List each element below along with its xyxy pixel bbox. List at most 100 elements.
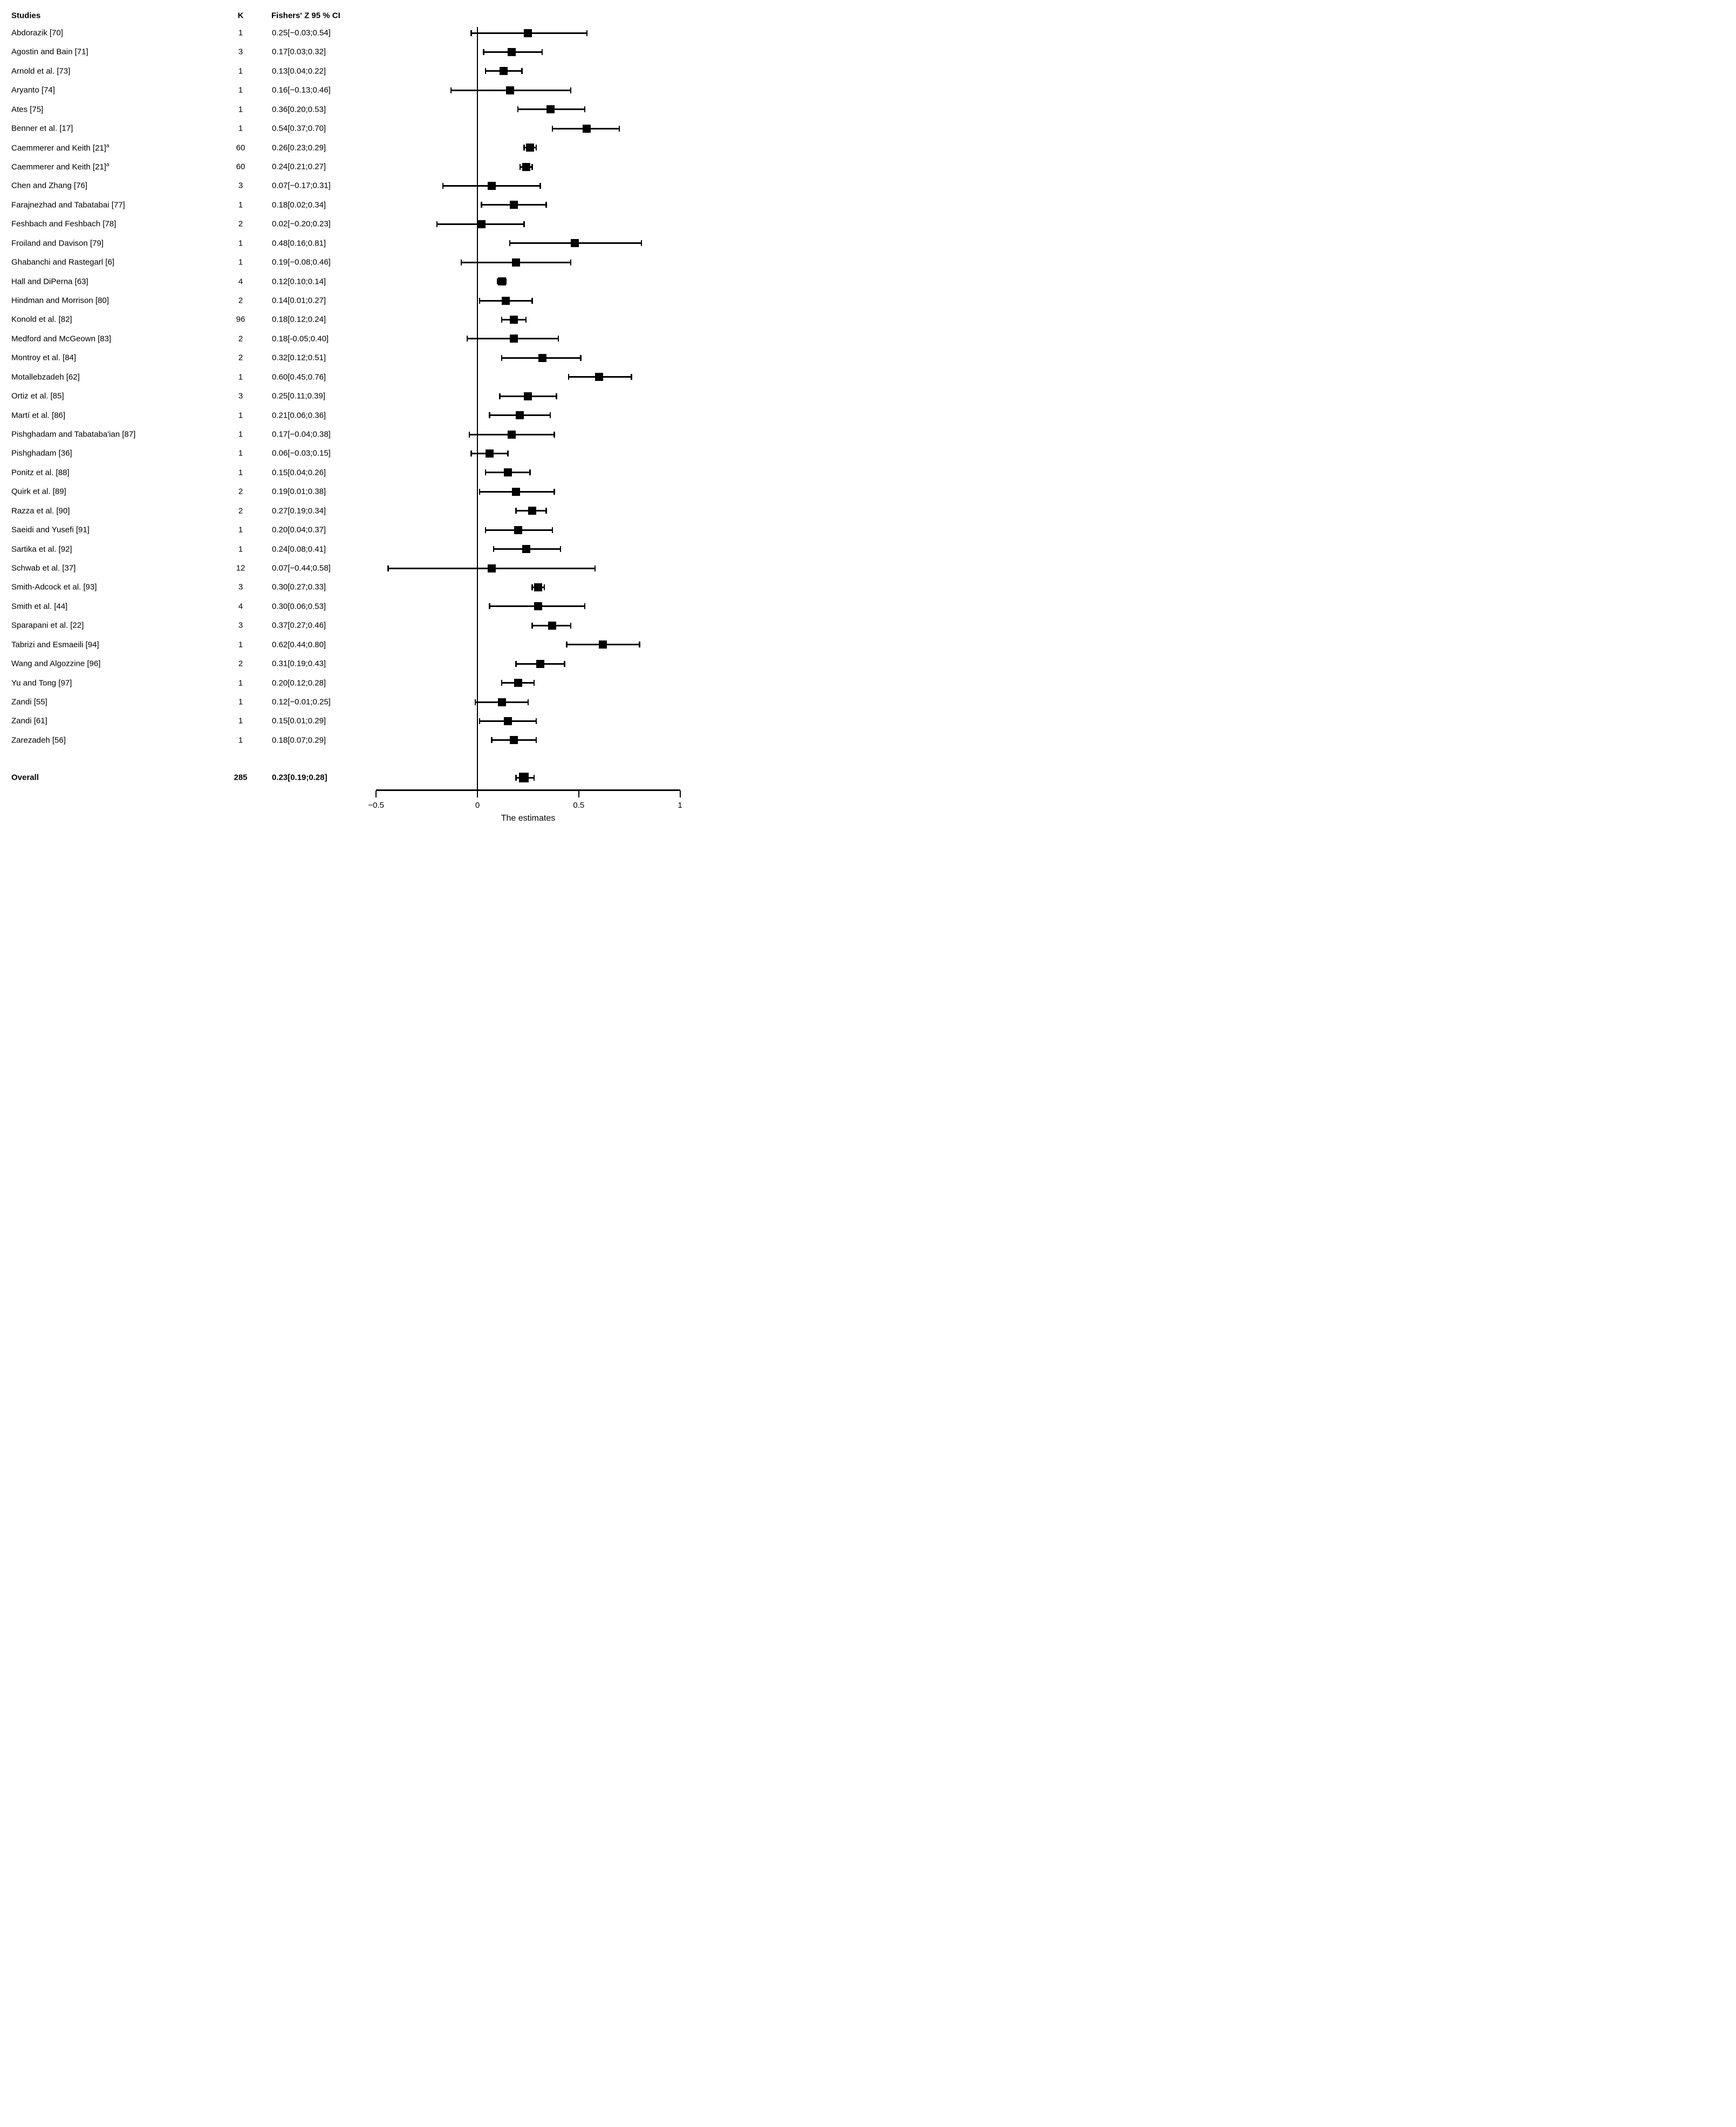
effect-marker: [538, 353, 546, 362]
ci-cap-right: [594, 565, 596, 571]
ci-cap-right: [559, 546, 562, 553]
study-ci-text: 0.18[-0.05;0.40]: [272, 334, 329, 344]
ci-cap-left: [515, 508, 517, 514]
ci-cap-right: [539, 182, 541, 189]
effect-marker: [524, 392, 532, 400]
ci-cap-right: [549, 412, 551, 419]
effect-marker: [511, 487, 520, 496]
ci-cap-right: [535, 737, 537, 744]
effect-marker: [548, 621, 557, 630]
study-k: 1: [238, 525, 243, 535]
study-label: Martí et al. [86]: [11, 411, 66, 420]
x-tick-label: 0.5: [573, 801, 585, 810]
effect-marker: [487, 564, 496, 572]
ci-cap-right: [533, 774, 535, 781]
ci-cap-left: [481, 202, 482, 208]
effect-marker: [524, 29, 532, 37]
effect-marker: [505, 86, 514, 94]
ci-cap-left: [517, 106, 519, 113]
effect-marker: [522, 162, 530, 171]
study-ci-text: 0.17[−0.04;0.38]: [272, 430, 331, 439]
ci-cap-left: [491, 737, 493, 744]
study-ci-text: 0.07[−0.17;0.31]: [272, 181, 331, 190]
study-label: Chen and Zhang [76]: [11, 181, 87, 190]
x-tick-label: −0.5: [368, 801, 384, 810]
ci-cap-left: [484, 68, 487, 74]
study-label: Caemmerer and Keith [21]a: [11, 142, 110, 153]
overall-label: Overall: [11, 773, 39, 782]
effect-marker: [502, 296, 510, 305]
study-label: Tabrizi and Esmaeili [94]: [11, 640, 99, 650]
ci-cap-left: [493, 546, 495, 553]
study-label: Abdorazik [70]: [11, 28, 63, 38]
ci-cap-left: [501, 354, 503, 361]
ci-cap-right: [557, 336, 559, 342]
ci-cap-right: [533, 680, 535, 686]
study-k: 3: [238, 47, 243, 57]
zero-reference-line: [477, 27, 478, 789]
effect-marker: [500, 67, 508, 76]
study-label: Konold et al. [82]: [11, 315, 72, 324]
study-ci-text: 0.20[0.04;0.37]: [272, 525, 326, 535]
study-k: 1: [238, 448, 243, 458]
study-ci-text: 0.12[0.10;0.14]: [272, 277, 326, 287]
study-label: Sparapani et al. [22]: [11, 621, 84, 630]
x-axis-line: [376, 789, 680, 791]
ci-cap-right: [545, 202, 547, 208]
study-ci-text: 0.19[0.01;0.38]: [272, 487, 326, 496]
study-label: Quirk et al. [89]: [11, 487, 66, 496]
effect-marker: [503, 468, 512, 477]
study-ci-text: 0.48[0.16;0.81]: [272, 238, 326, 248]
study-ci-text: 0.18[0.07;0.29]: [272, 735, 326, 745]
ci-cap-right: [570, 259, 572, 265]
x-axis-title: The estimates: [501, 814, 556, 823]
ci-cap-right: [570, 622, 572, 629]
effect-marker: [522, 545, 530, 554]
study-label: Feshbach and Feshbach [78]: [11, 219, 117, 229]
ci-cap-right: [529, 469, 531, 476]
study-ci-text: 0.15[0.04;0.26]: [272, 468, 326, 478]
ci-cap-left: [466, 336, 468, 342]
ci-cap-right: [580, 354, 582, 361]
study-k: 1: [238, 66, 243, 76]
study-ci-text: 0.25[0.11;0.39]: [272, 391, 325, 401]
study-k: 1: [238, 85, 243, 95]
study-label: Sartika et al. [92]: [11, 544, 72, 554]
study-k: 3: [238, 582, 243, 592]
study-k: 2: [238, 219, 243, 229]
effect-marker: [508, 47, 516, 56]
study-ci-text: 0.17[0.03;0.32]: [272, 47, 326, 57]
ci-cap-left: [489, 412, 490, 419]
study-k: 96: [236, 315, 245, 324]
study-k: 3: [238, 621, 243, 630]
study-label: Pishghadam [36]: [11, 448, 72, 458]
study-label: Hall and DiPerna [63]: [11, 277, 88, 287]
study-ci-text: 0.18[0.02;0.34]: [272, 200, 326, 210]
ci-cap-right: [551, 527, 553, 533]
ci-cap-left: [479, 718, 480, 724]
ci-cap-left: [468, 431, 470, 438]
study-ci-text: 0.15[0.01;0.29]: [272, 716, 326, 726]
ci-cap-right: [535, 718, 537, 724]
study-label: Yu and Tong [97]: [11, 678, 72, 688]
x-axis-tick: [375, 790, 377, 797]
study-ci-text: 0.02[−0.20;0.23]: [272, 219, 331, 229]
ci-cap-right: [570, 87, 572, 93]
ci-cap-right: [541, 49, 543, 55]
study-k: 1: [238, 716, 243, 726]
ci-cap-left: [501, 680, 503, 686]
effect-marker: [536, 659, 544, 668]
study-label: Montroy et al. [84]: [11, 353, 77, 363]
study-label: Arnold et al. [73]: [11, 66, 71, 76]
study-k: 1: [238, 640, 243, 650]
study-label: Froiland and Davison [79]: [11, 238, 104, 248]
study-k: 60: [236, 162, 245, 172]
ci-cap-left: [566, 642, 568, 648]
overall-k: 285: [234, 773, 248, 782]
study-k: 1: [238, 735, 243, 745]
forest-plot: Studies K Fishers' Z 95 % CI Abdorazik […: [0, 0, 684, 837]
study-label: Medford and McGeown [83]: [11, 334, 112, 344]
ci-cap-right: [521, 68, 523, 74]
ci-cap-left: [484, 527, 487, 533]
study-ci-text: 0.20[0.12;0.28]: [272, 678, 326, 688]
